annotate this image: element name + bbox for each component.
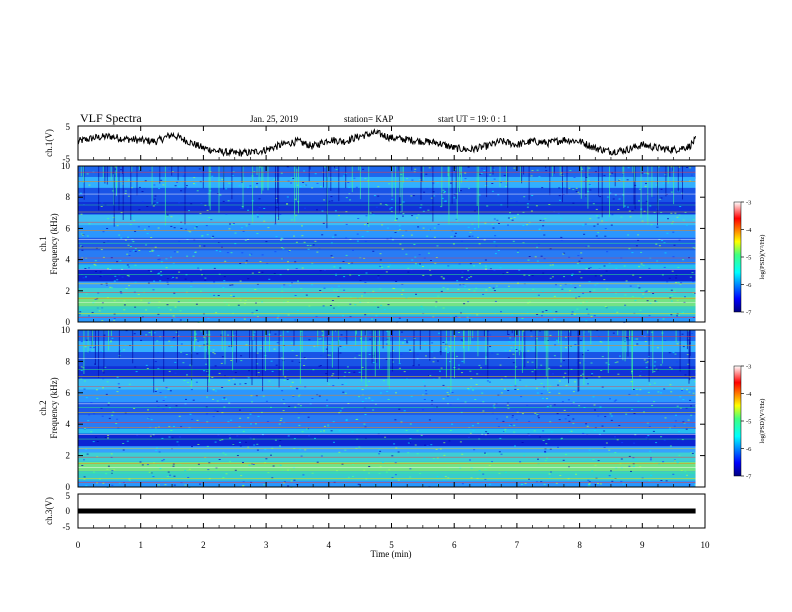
colorbar1-tick-label: -7 (746, 310, 752, 317)
time-axis-ticks: 0 1 2 3 4 5 6 7 8 9 10 (76, 126, 710, 550)
spec1-ytick-label: 6 (66, 223, 71, 233)
start-time-label: start UT = 19: 0 : 1 (438, 114, 507, 124)
ch3-ylabel: ch.3(V) (44, 497, 54, 525)
spec1-ytick-label: 2 (66, 286, 71, 296)
ch1-waveform-panel: 5 -5 ch.1(V) (44, 122, 706, 164)
time-tick-label: 9 (640, 540, 645, 550)
spec1-ytick-label: 4 (66, 255, 71, 265)
spec1-ytick-label: 10 (61, 161, 71, 171)
spec2-ytick-label: 4 (66, 419, 71, 429)
time-tick-label: 4 (327, 540, 332, 550)
colorbar2-tick-label: -7 (746, 474, 752, 481)
figure-title: VLF Spectra (80, 111, 142, 125)
colorbar1-tick-label: -4 (746, 227, 752, 234)
ch2-spectrogram-image (78, 330, 705, 488)
ch1-colorbar-label: log(PSD)(V²/Hz) (759, 235, 766, 280)
spec1-ytick-label: 8 (66, 192, 71, 202)
ch2-colorbar-scale (733, 365, 742, 477)
ch1-spectrogram-panel: 0 2 4 6 8 10 ch.1 Frequency (kHz) (38, 161, 706, 327)
time-tick-label: 10 (701, 540, 711, 550)
station-label: station= KAP (344, 114, 393, 124)
spec1-ytick-label: 0 (66, 317, 71, 327)
spec2-ytick-label: 10 (61, 325, 71, 335)
colorbar1-tick-label: -3 (746, 200, 751, 207)
time-tick-label: 0 (76, 540, 81, 550)
ch1-waveform-frame (77, 125, 706, 161)
ch1-ytick-top: 5 (66, 122, 71, 132)
ch1-spectrogram-ylabel-frequency: Frequency (kHz) (49, 213, 59, 274)
time-tick-label: 3 (264, 540, 269, 550)
ch3-ytick-bottom: -5 (63, 522, 71, 532)
colorbar1-tick-label: -6 (746, 282, 752, 289)
ch2-colorbar: -3 -4 -5 -6 -7 log(PSD)(V²/Hz) (733, 364, 766, 481)
spec2-ytick-label: 2 (66, 451, 71, 461)
ch1-colorbar: -3 -4 -5 -6 -7 log(PSD)(V²/Hz) (733, 200, 766, 317)
time-tick-label: 1 (138, 540, 143, 550)
time-tick-label: 6 (452, 540, 457, 550)
ch2-spectrogram-ylabel-frequency: Frequency (kHz) (49, 377, 59, 438)
ch1-waveform-line (77, 128, 697, 158)
colorbar2-tick-label: -6 (746, 446, 752, 453)
spec2-ytick-label: 6 (66, 388, 71, 398)
ch2-colorbar-label: log(PSD)(V²/Hz) (759, 399, 766, 444)
time-tick-label: 8 (577, 540, 582, 550)
time-axis-label: Time (min) (371, 549, 412, 559)
spec2-ytick-label: 0 (66, 482, 71, 492)
ch1-spectrogram-ylabel-channel: ch.1 (38, 236, 48, 251)
colorbar2-tick-label: -4 (746, 391, 752, 398)
time-tick-label: 5 (389, 540, 394, 550)
colorbar1-tick-label: -5 (746, 255, 751, 262)
colorbar2-tick-label: -5 (746, 419, 751, 426)
ch1-colorbar-scale (733, 201, 742, 313)
time-tick-label: 2 (201, 540, 206, 550)
ch1-ylabel: ch.1(V) (44, 129, 54, 157)
ch3-ytick-middle: 0 (66, 506, 71, 516)
ch1-ytick-bottom: -5 (63, 154, 71, 164)
date-label: Jan. 25, 2019 (250, 114, 298, 124)
colorbar2-tick-label: -3 (746, 364, 751, 371)
ch3-waveform-panel: 5 0 -5 ch.3(V) (44, 491, 706, 532)
spec2-ytick-label: 8 (66, 356, 71, 366)
time-tick-label: 7 (515, 540, 520, 550)
ch1-spectrogram-image (78, 166, 705, 323)
ch2-spectrogram-ylabel-channel: ch.2 (38, 400, 48, 415)
ch2-spectrogram-panel: 0 2 4 6 8 10 ch.2 Frequency (kHz) (38, 325, 706, 492)
ch3-ytick-top: 5 (66, 491, 71, 501)
